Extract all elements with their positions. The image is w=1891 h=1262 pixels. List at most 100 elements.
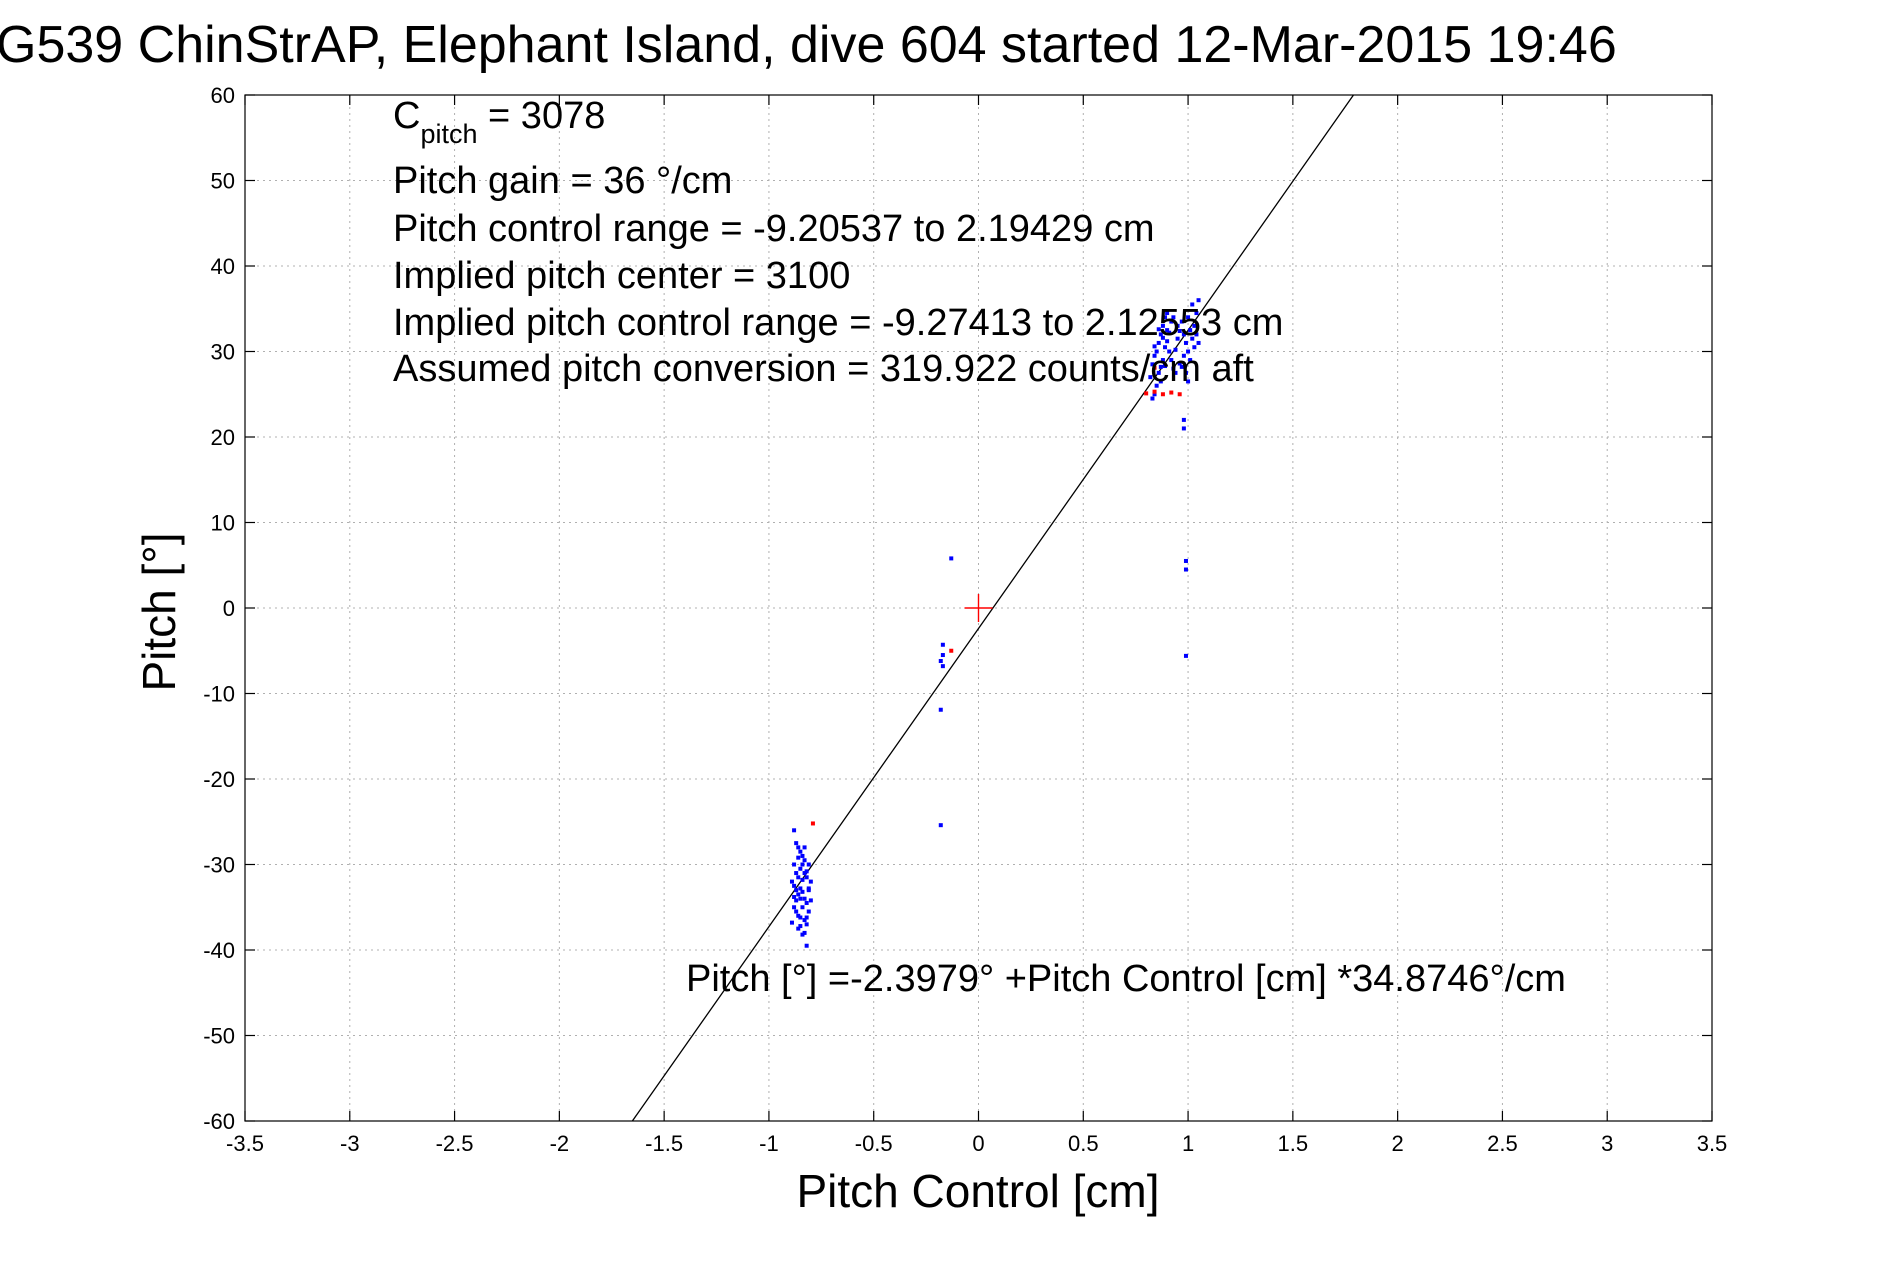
data-point [1160,323,1165,328]
data-point [804,875,809,880]
x-tick-label: -0.5 [855,1131,893,1156]
data-point [1165,328,1170,333]
data-point [1179,364,1184,369]
data-point [802,858,807,863]
data-point [1154,349,1159,354]
data-point [938,823,943,828]
data-point [1194,311,1199,316]
data-point [796,892,801,897]
data-point [804,869,809,874]
data-point [1152,365,1157,370]
data-point [1192,323,1197,328]
data-point [796,855,801,860]
data-point [1160,358,1165,363]
data-point [1154,383,1159,388]
data-point [1186,315,1191,320]
data-point [1181,426,1186,431]
y-tick-label: -30 [203,853,235,878]
data-point [802,871,807,876]
y-tick-label: 0 [223,596,235,621]
data-point [1188,328,1193,333]
data-point [798,915,803,920]
data-point [1152,353,1157,358]
data-point [1152,344,1157,349]
data-point [1158,332,1163,337]
axis-ticks [244,94,1713,1122]
x-tick-label: -3 [340,1131,360,1156]
chart-title: G539 ChinStrAP, Elephant Island, dive 60… [0,16,1617,74]
data-point [802,845,807,850]
y-axis-label: Pitch [°] [133,532,185,691]
data-point [800,905,805,910]
x-tick-label: 1.5 [1278,1131,1309,1156]
y-tick-label: 20 [211,425,235,450]
data-point [1183,370,1188,375]
data-point [796,926,801,931]
y-tick-label: 30 [211,340,235,365]
data-point [796,913,801,918]
data-point [1181,353,1186,358]
data-point [1163,315,1168,320]
data-point [949,556,954,561]
x-tick-label: -2 [550,1131,570,1156]
data-point [1175,336,1180,341]
data-point [1183,653,1188,658]
data-point [1181,417,1186,422]
data-point [1144,391,1149,396]
data-point [1163,364,1168,369]
data-point [792,828,797,833]
x-tick-label: 0.5 [1068,1131,1099,1156]
data-point [1179,319,1184,324]
data-point [1160,392,1165,397]
data-point [940,664,945,669]
x-tick-label: 0 [972,1131,984,1156]
y-tick-label: -50 [203,1024,235,1049]
pitch-control-range-annotation: Pitch control range = -9.20537 to 2.1942… [393,208,1155,250]
implied-pitch-control-range-annotation: Implied pitch control range = -9.27413 t… [393,302,1283,344]
y-tick-labels: 60 50 40 30 20 10 0 -10 -20 -30 -40 -50 -60 [203,83,235,1134]
data-point [1177,328,1182,333]
data-point [800,889,805,894]
x-tick-label: 2.5 [1487,1131,1518,1156]
data-point [798,866,803,871]
data-point [1158,364,1163,369]
center-marker-layer [964,594,993,622]
data-point [789,879,794,884]
data-point [800,932,805,937]
data-point [1188,358,1193,363]
x-tick-label: 3 [1601,1131,1613,1156]
data-point [798,886,803,891]
data-point [792,894,797,899]
x-tick-label: 1 [1182,1131,1194,1156]
data-point [802,896,807,901]
data-point [1186,349,1191,354]
y-tick-label: -40 [203,938,235,963]
data-point [1160,335,1165,340]
data-point [1167,330,1172,335]
y-tick-label: -20 [203,767,235,792]
data-point [794,898,799,903]
data-point [804,900,809,905]
series-0 [789,298,1201,948]
x-tick-label: -1 [759,1131,779,1156]
data-point [1148,375,1153,380]
data-point [1186,379,1191,384]
data-point [1192,345,1197,350]
data-point [806,909,811,914]
y-tick-label: 10 [211,511,235,536]
data-point [1156,370,1161,375]
data-point [802,930,807,935]
data-point [806,886,811,891]
data-point [1171,315,1176,320]
data-point [794,841,799,846]
data-point [1177,361,1182,366]
data-point [938,707,943,712]
data-point [808,898,813,903]
assumed-pitch-conversion-annotation: Assumed pitch conversion = 319.922 count… [393,348,1254,390]
data-point [792,905,797,910]
data-point [1158,379,1163,384]
data-point [800,877,805,882]
data-point [1190,336,1195,341]
data-point [796,845,801,850]
data-point [1165,311,1170,316]
